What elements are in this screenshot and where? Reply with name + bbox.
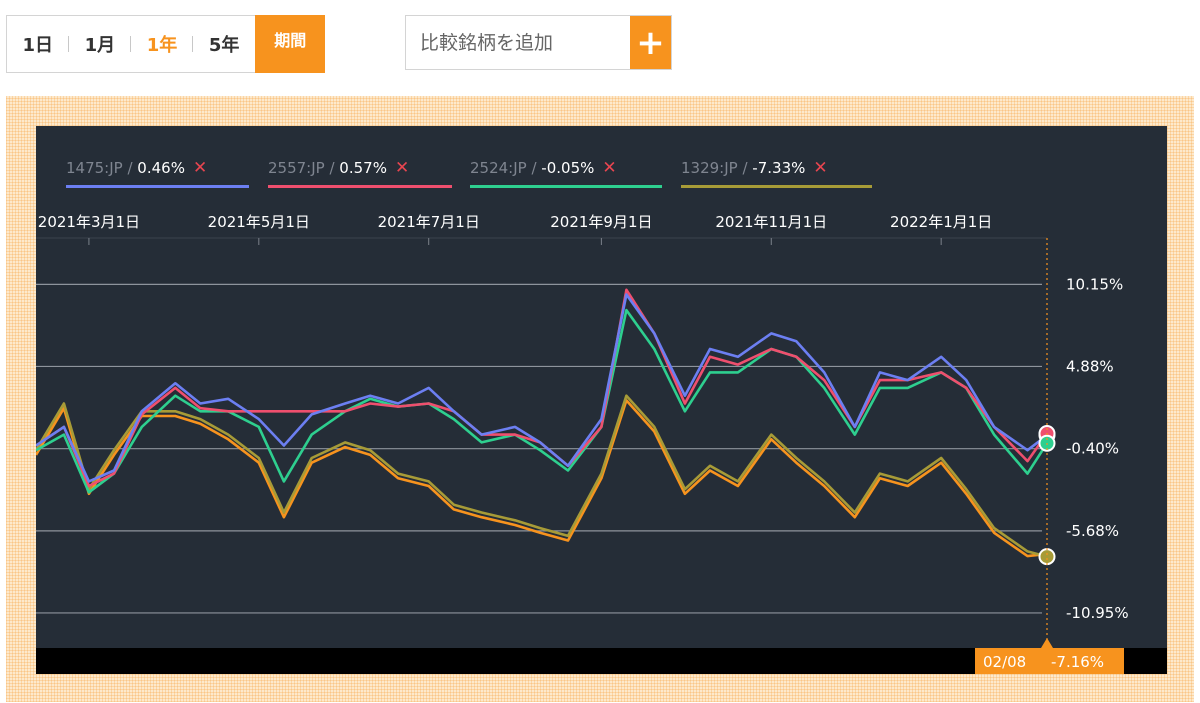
legend-code: 2557:JP bbox=[268, 159, 325, 177]
legend-code: 1329:JP bbox=[681, 159, 738, 177]
add-compare-button[interactable]: + bbox=[630, 16, 671, 69]
y-tick-label: -10.95% bbox=[1066, 604, 1129, 622]
x-tick-label: 2021年11月1日 bbox=[715, 213, 827, 231]
range-selector: 1日 1月 1年 5年 期間 bbox=[6, 15, 325, 73]
range-1year-button[interactable]: 1年 bbox=[131, 16, 193, 72]
series-line bbox=[36, 293, 1048, 483]
range-1day-button[interactable]: 1日 bbox=[7, 16, 69, 72]
legend-value: -7.33% bbox=[752, 159, 806, 177]
y-tick-label: 10.15% bbox=[1066, 275, 1123, 293]
period-button[interactable]: 期間 bbox=[255, 15, 325, 73]
legend-code: 1475:JP bbox=[66, 159, 123, 177]
x-tick-label: 2021年3月1日 bbox=[38, 213, 140, 231]
cursor-value-label: -7.16% bbox=[1051, 653, 1104, 671]
y-tick-label: -0.40% bbox=[1066, 440, 1119, 458]
y-tick-label: -5.68% bbox=[1066, 522, 1119, 540]
series-end-marker bbox=[1038, 548, 1056, 566]
remove-series-icon[interactable]: ✕ bbox=[813, 158, 828, 178]
legend-item-1329: 1329:JP / -7.33% ✕ bbox=[681, 158, 872, 188]
remove-series-icon[interactable]: ✕ bbox=[602, 158, 617, 178]
compare-symbol-input[interactable] bbox=[406, 16, 630, 69]
chart: 2021年3月1日 2021年5月1日 2021年7月1日 2021年9月1日 2021… bbox=[36, 126, 1167, 674]
legend-item-2524: 2524:JP / -0.05% ✕ bbox=[470, 158, 662, 188]
chart-background bbox=[36, 126, 1167, 674]
legend-item-1475: 1475:JP / 0.46% ✕ bbox=[66, 158, 249, 188]
legend-value: 0.46% bbox=[137, 159, 185, 177]
cursor-pointer-icon bbox=[1041, 638, 1053, 648]
range-5year-button[interactable]: 5年 bbox=[208, 35, 240, 56]
legend-value: -0.05% bbox=[541, 159, 595, 177]
y-tick-label: 4.88% bbox=[1066, 357, 1114, 375]
cursor-date-label: 02/08 bbox=[983, 653, 1026, 671]
x-tick-label: 2022年1月1日 bbox=[890, 213, 992, 231]
series-line bbox=[36, 394, 1048, 558]
remove-series-icon[interactable]: ✕ bbox=[394, 158, 410, 178]
legend-value: 0.57% bbox=[339, 159, 387, 177]
compare-box: + bbox=[405, 15, 672, 70]
remove-series-icon[interactable]: ✕ bbox=[192, 158, 208, 178]
legend-item-2557: 2557:JP / 0.57% ✕ bbox=[268, 158, 452, 188]
x-tick-label: 2021年9月1日 bbox=[550, 213, 652, 231]
x-tick-label: 2021年5月1日 bbox=[208, 213, 310, 231]
legend-code: 2524:JP bbox=[470, 159, 527, 177]
series-line bbox=[36, 308, 1049, 494]
range-1month-button[interactable]: 1月 bbox=[69, 16, 132, 72]
x-tick-label: 2021年7月1日 bbox=[378, 213, 480, 231]
cursor-label-box bbox=[975, 648, 1124, 674]
series-line bbox=[36, 399, 1048, 558]
